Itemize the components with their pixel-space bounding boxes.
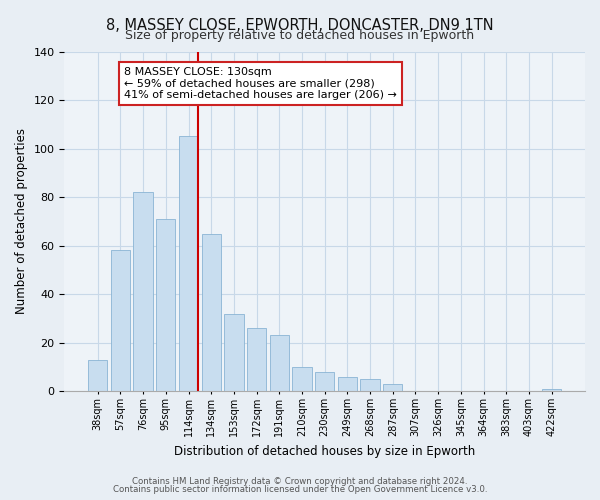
Bar [247,328,266,391]
Bar [179,136,198,391]
Bar [202,234,221,391]
Bar [542,389,562,391]
Bar [315,372,334,391]
Bar [133,192,153,391]
Bar [111,250,130,391]
Text: 8 MASSEY CLOSE: 130sqm
← 59% of detached houses are smaller (298)
41% of semi-de: 8 MASSEY CLOSE: 130sqm ← 59% of detached… [124,67,397,100]
Bar [156,219,175,391]
Bar [224,314,244,391]
Bar [269,336,289,391]
Text: Contains HM Land Registry data © Crown copyright and database right 2024.: Contains HM Land Registry data © Crown c… [132,477,468,486]
Text: Size of property relative to detached houses in Epworth: Size of property relative to detached ho… [125,29,475,42]
Bar [361,379,380,391]
Bar [292,367,311,391]
Bar [338,376,357,391]
X-axis label: Distribution of detached houses by size in Epworth: Distribution of detached houses by size … [174,444,475,458]
Bar [383,384,403,391]
Text: Contains public sector information licensed under the Open Government Licence v3: Contains public sector information licen… [113,485,487,494]
Bar [88,360,107,391]
Y-axis label: Number of detached properties: Number of detached properties [15,128,28,314]
Text: 8, MASSEY CLOSE, EPWORTH, DONCASTER, DN9 1TN: 8, MASSEY CLOSE, EPWORTH, DONCASTER, DN9… [106,18,494,32]
